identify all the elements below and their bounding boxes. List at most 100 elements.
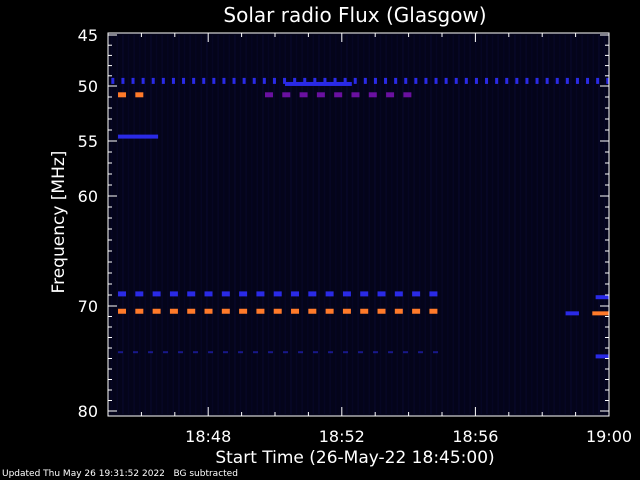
background-striation: [463, 35, 466, 414]
emission-band-segment: [363, 77, 367, 84]
emission-band-segment: [151, 77, 155, 84]
background-striation: [329, 35, 331, 414]
background-striation: [363, 35, 365, 414]
emission-band-segment: [291, 308, 300, 314]
emission-band-segment: [192, 77, 196, 84]
background-striation: [279, 35, 281, 414]
emission-band-segment: [121, 77, 125, 84]
background-striation: [111, 35, 113, 414]
background-striation: [251, 35, 253, 414]
emission-band-segment: [454, 77, 458, 84]
emission-band-segment: [429, 308, 438, 314]
background-striation: [307, 35, 309, 414]
background-striation: [133, 35, 135, 414]
background-striation: [195, 35, 197, 414]
emission-band-segment: [204, 291, 213, 297]
background-striation: [452, 35, 455, 414]
background-striation: [178, 35, 180, 414]
background-striation: [116, 35, 119, 414]
emission-band-segment: [152, 291, 161, 297]
background-striation: [531, 35, 533, 414]
background-striation: [245, 35, 247, 414]
background-striation: [480, 35, 483, 414]
emission-band-segment: [282, 92, 291, 98]
emission-band-segment: [545, 77, 549, 84]
background-striation: [346, 35, 348, 414]
background-striation: [144, 35, 147, 414]
emission-band-segment: [118, 351, 124, 354]
background-striation: [519, 35, 522, 414]
emission-band-segment: [424, 77, 428, 84]
background-striation: [295, 35, 298, 414]
emission-band-segment: [223, 351, 229, 354]
emission-band-segment: [325, 291, 334, 297]
emission-band-segment: [283, 351, 289, 354]
emission-band-segment: [334, 92, 343, 98]
background-striation: [379, 35, 382, 414]
background-striation: [323, 35, 326, 414]
background-striation: [469, 35, 471, 414]
emission-band-segment: [118, 92, 127, 98]
emission-band-segment: [291, 291, 300, 297]
background-striation: [385, 35, 387, 414]
background-striation: [262, 35, 264, 414]
emission-band-segment: [252, 77, 256, 84]
emission-band-segment: [515, 77, 519, 84]
emission-band-segment: [360, 308, 369, 314]
axes: 18:48 18:52 18:56 19:00 45 50 55 60 70 80: [78, 26, 632, 446]
background-striation: [368, 35, 371, 414]
emission-band-segment: [444, 77, 448, 84]
background-striation: [200, 35, 203, 414]
emission-band-segment: [403, 351, 409, 354]
background-striation: [217, 35, 219, 414]
emission-band-segment: [325, 308, 334, 314]
emission-band-segment: [187, 308, 196, 314]
emission-band-segment: [368, 92, 377, 98]
background-striation: [587, 35, 589, 414]
background-striation: [447, 35, 449, 414]
background-striation: [301, 35, 303, 414]
y-tick-label: 80: [78, 402, 98, 421]
background-striation: [536, 35, 539, 414]
emission-band-segment: [118, 291, 127, 297]
emission-band-segment: [394, 77, 398, 84]
y-tick-label: 50: [78, 77, 98, 96]
emission-band-segment: [373, 351, 379, 354]
background-striation: [206, 35, 208, 414]
emission-band-segment: [377, 308, 386, 314]
background-striation: [239, 35, 242, 414]
emission-band-segment: [434, 77, 438, 84]
background-striation: [122, 35, 124, 414]
background-striation: [183, 35, 186, 414]
emission-band-segment: [433, 351, 439, 354]
emission-band-segment: [373, 77, 377, 84]
x-tick-label: 18:48: [185, 427, 231, 446]
emission-band-segment: [404, 77, 408, 84]
background-striation: [340, 35, 343, 414]
y-tick-label: 60: [78, 187, 98, 206]
emission-band-segment: [298, 351, 304, 354]
emission-band-segment: [238, 351, 244, 354]
background-striation: [581, 35, 583, 414]
emission-band-segment: [283, 77, 287, 84]
background-striation: [503, 35, 505, 414]
background-striation: [402, 35, 404, 414]
background-striation: [396, 35, 399, 414]
emission-band-segment: [388, 351, 394, 354]
emission-band-segment: [418, 351, 424, 354]
emission-band-segment: [256, 291, 265, 297]
emission-band-segment: [323, 77, 327, 84]
emission-band-segment: [412, 308, 421, 314]
emission-band-segment: [555, 77, 559, 84]
emission-band-segment: [386, 92, 395, 98]
background-striation: [430, 35, 432, 414]
emission-band-segment: [171, 77, 175, 84]
emission-band-segment: [152, 308, 161, 314]
emission-band-segment: [163, 351, 169, 354]
emission-band-segment: [586, 77, 590, 84]
plot-frame: [107, 32, 610, 417]
emission-band-segment: [135, 308, 144, 314]
background-striation: [391, 35, 393, 414]
emission-band-segment: [264, 92, 273, 98]
